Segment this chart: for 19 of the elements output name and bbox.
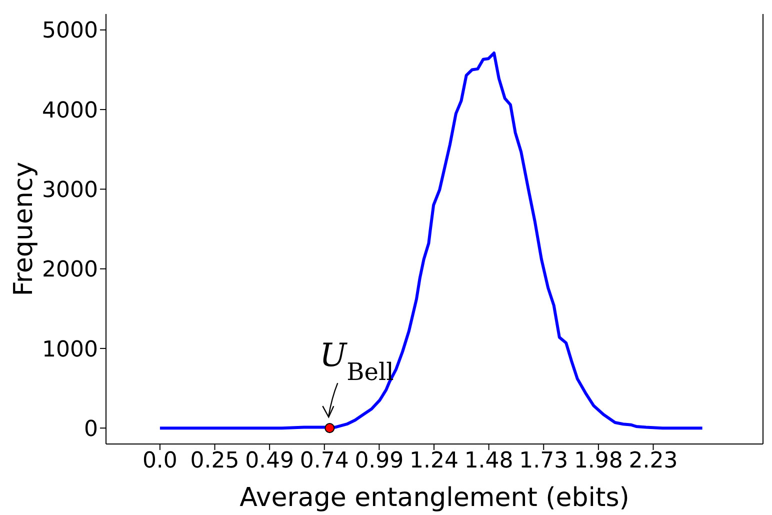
y-tick-label: 2000 <box>42 258 98 283</box>
y-tick-label: 4000 <box>42 98 98 124</box>
x-tick-label: 0.0 <box>142 448 178 474</box>
x-tick-label: 1.98 <box>574 448 623 474</box>
x-tick-label: 0.25 <box>190 448 240 474</box>
y-tick-label: 1000 <box>42 337 98 362</box>
x-tick-label: 1.24 <box>410 448 458 474</box>
x-tick-label: 0.99 <box>354 448 404 474</box>
y-tick-label: 3000 <box>42 178 98 203</box>
x-tick-label: 0.74 <box>300 448 349 474</box>
annotation: U$_{Bell}$ <box>320 336 394 386</box>
x-tick-label: 1.48 <box>464 448 514 474</box>
x-tick-label: 1.73 <box>519 448 568 474</box>
y-axis-title: Frequency <box>9 162 40 296</box>
y-tick-label: 5000 <box>42 18 98 44</box>
x-axis-title: Average entanglement (ebits) <box>240 483 630 513</box>
x-tick-label: 2.23 <box>628 448 678 474</box>
y-tick-label: 0 <box>84 416 98 442</box>
x-tick-label: 0.49 <box>245 448 294 474</box>
